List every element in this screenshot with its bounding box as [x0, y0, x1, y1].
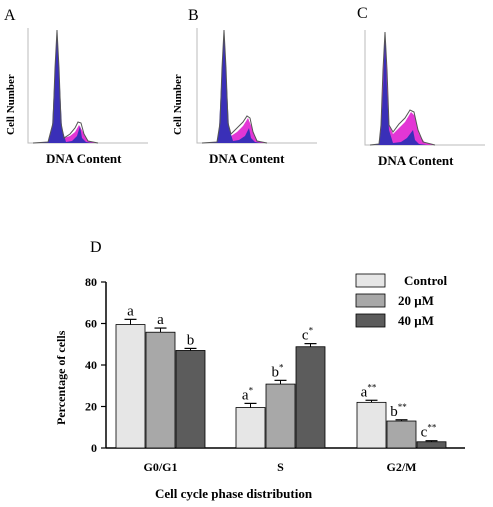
- histogram-panel-a: A Cell Number DNA Content: [4, 7, 148, 166]
- panel-letter-a: A: [4, 7, 16, 24]
- significance-label: a**: [361, 382, 377, 400]
- legend-swatch: [355, 273, 386, 288]
- y-tick-label: 60: [85, 317, 97, 331]
- panel-a-xlabel: DNA Content: [46, 151, 122, 166]
- panel-a-ylabel: Cell Number: [5, 74, 17, 135]
- panel-c-xlabel: DNA Content: [378, 153, 454, 168]
- legend-label: 20 μM: [398, 293, 434, 308]
- y-axis-label: Percentage of cells: [54, 330, 68, 425]
- x-tick-label: G0/G1: [143, 460, 177, 474]
- legend-swatch: [355, 293, 386, 308]
- y-tick-label: 40: [85, 358, 97, 372]
- significance-label: b**: [390, 402, 407, 420]
- x-axis-label: Cell cycle phase distribution: [155, 486, 313, 501]
- significance-label: a: [157, 312, 164, 328]
- x-tick-label: S: [277, 460, 284, 474]
- y-tick-label: 20: [85, 400, 97, 414]
- significance-label: a: [127, 303, 134, 319]
- panel-b-xlabel: DNA Content: [209, 151, 285, 166]
- histogram-c: [364, 30, 485, 146]
- bar: [235, 407, 266, 449]
- panel-b-ylabel: Cell Number: [172, 74, 184, 135]
- y-tick-label: 0: [91, 441, 97, 455]
- significance-label: c**: [421, 423, 437, 441]
- bar: [175, 350, 206, 449]
- significance-label: a*: [242, 385, 254, 403]
- bar: [356, 401, 387, 449]
- panel-letter-d: D: [90, 239, 102, 256]
- x-tick-label: G2/M: [387, 460, 417, 474]
- bar: [145, 331, 176, 449]
- bar: [115, 324, 146, 449]
- legend-swatch: [355, 313, 386, 328]
- bar: [295, 346, 326, 449]
- y-tick-label: 80: [85, 275, 97, 289]
- bar: [416, 441, 447, 449]
- significance-label: c*: [302, 326, 314, 344]
- bar: [386, 420, 417, 449]
- bar: [265, 383, 296, 449]
- significance-label: b*: [272, 362, 285, 380]
- histogram-panel-c: C DNA Content: [357, 5, 485, 168]
- legend-label: Control: [404, 273, 447, 288]
- panel-letter-b: B: [188, 7, 199, 24]
- panel-letter-c: C: [357, 5, 368, 22]
- histogram-a: [27, 28, 148, 144]
- legend-label: 40 μM: [398, 313, 434, 328]
- histogram-panel-b: B Cell Number DNA Content: [172, 7, 317, 166]
- histogram-b: [196, 28, 317, 144]
- significance-label: b: [187, 332, 195, 348]
